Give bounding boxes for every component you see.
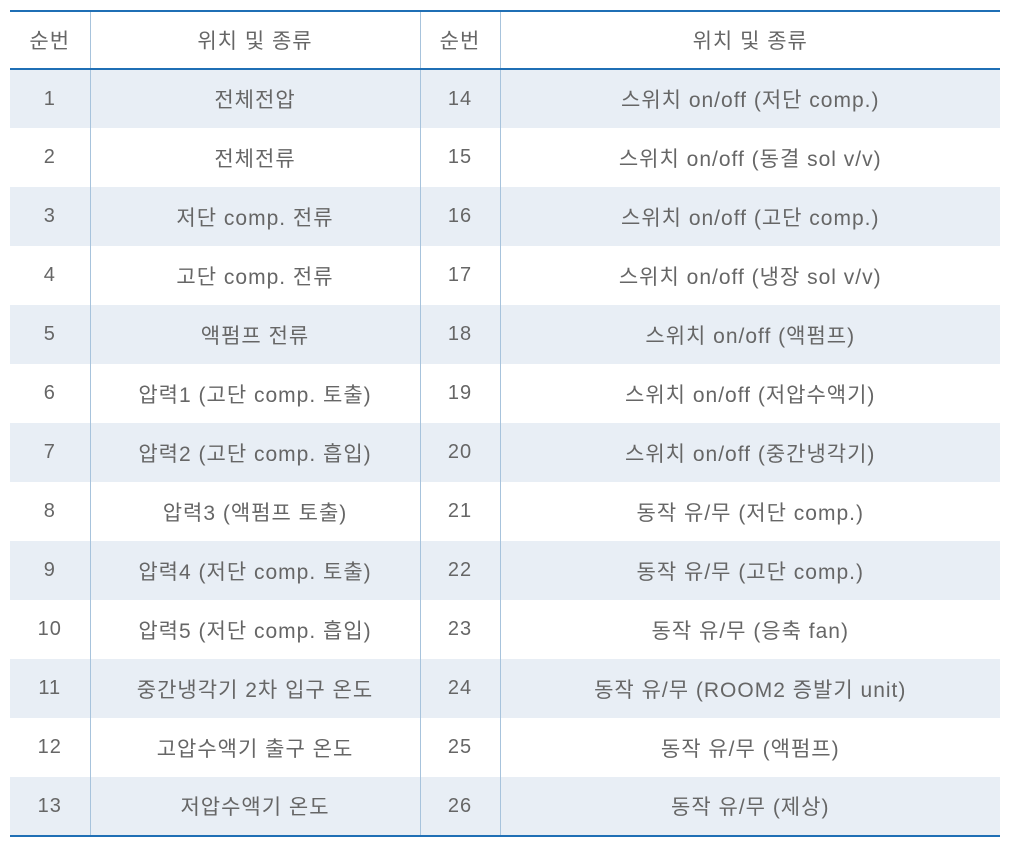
header-desc-2: 위치 및 종류 (500, 11, 1000, 69)
header-desc-1: 위치 및 종류 (90, 11, 420, 69)
row-num-2: 14 (420, 69, 500, 128)
row-num-2: 22 (420, 541, 500, 600)
table-row: 9압력4 (저단 comp. 토출)22동작 유/무 (고단 comp.) (10, 541, 1000, 600)
row-desc-1: 고압수액기 출구 온도 (90, 718, 420, 777)
table-header-row: 순번 위치 및 종류 순번 위치 및 종류 (10, 11, 1000, 69)
row-num-2: 21 (420, 482, 500, 541)
row-desc-1: 저압수액기 온도 (90, 777, 420, 836)
row-num-2: 24 (420, 659, 500, 718)
row-desc-2: 동작 유/무 (액펌프) (500, 718, 1000, 777)
row-num-1: 1 (10, 69, 90, 128)
row-desc-1: 고단 comp. 전류 (90, 246, 420, 305)
table-row: 2전체전류15스위치 on/off (동결 sol v/v) (10, 128, 1000, 187)
row-desc-2: 동작 유/무 (제상) (500, 777, 1000, 836)
row-desc-2: 스위치 on/off (중간냉각기) (500, 423, 1000, 482)
row-num-1: 4 (10, 246, 90, 305)
row-desc-2: 동작 유/무 (고단 comp.) (500, 541, 1000, 600)
row-num-1: 7 (10, 423, 90, 482)
table-row: 5액펌프 전류18스위치 on/off (액펌프) (10, 305, 1000, 364)
table-row: 6압력1 (고단 comp. 토출)19스위치 on/off (저압수액기) (10, 364, 1000, 423)
row-num-2: 15 (420, 128, 500, 187)
row-num-2: 23 (420, 600, 500, 659)
table-row: 1전체전압14스위치 on/off (저단 comp.) (10, 69, 1000, 128)
row-desc-1: 압력2 (고단 comp. 흡입) (90, 423, 420, 482)
table-row: 4고단 comp. 전류17스위치 on/off (냉장 sol v/v) (10, 246, 1000, 305)
row-desc-2: 동작 유/무 (응축 fan) (500, 600, 1000, 659)
row-desc-1: 압력5 (저단 comp. 흡입) (90, 600, 420, 659)
row-num-1: 6 (10, 364, 90, 423)
row-desc-1: 전체전압 (90, 69, 420, 128)
row-num-1: 11 (10, 659, 90, 718)
row-desc-2: 스위치 on/off (액펌프) (500, 305, 1000, 364)
row-desc-2: 동작 유/무 (ROOM2 증발기 unit) (500, 659, 1000, 718)
row-num-2: 16 (420, 187, 500, 246)
header-num-2: 순번 (420, 11, 500, 69)
table-row: 10압력5 (저단 comp. 흡입)23동작 유/무 (응축 fan) (10, 600, 1000, 659)
table-row: 8압력3 (액펌프 토출)21동작 유/무 (저단 comp.) (10, 482, 1000, 541)
row-num-2: 17 (420, 246, 500, 305)
sensor-table: 순번 위치 및 종류 순번 위치 및 종류 1전체전압14스위치 on/off … (10, 10, 1000, 837)
table-row: 11중간냉각기 2차 입구 온도24동작 유/무 (ROOM2 증발기 unit… (10, 659, 1000, 718)
row-desc-2: 스위치 on/off (동결 sol v/v) (500, 128, 1000, 187)
row-desc-1: 압력4 (저단 comp. 토출) (90, 541, 420, 600)
row-desc-1: 압력3 (액펌프 토출) (90, 482, 420, 541)
row-desc-1: 압력1 (고단 comp. 토출) (90, 364, 420, 423)
table-row: 3저단 comp. 전류16스위치 on/off (고단 comp.) (10, 187, 1000, 246)
row-desc-2: 스위치 on/off (저압수액기) (500, 364, 1000, 423)
row-desc-2: 동작 유/무 (저단 comp.) (500, 482, 1000, 541)
row-desc-2: 스위치 on/off (고단 comp.) (500, 187, 1000, 246)
row-num-2: 18 (420, 305, 500, 364)
row-num-1: 3 (10, 187, 90, 246)
row-num-1: 8 (10, 482, 90, 541)
row-num-1: 13 (10, 777, 90, 836)
table-row: 12고압수액기 출구 온도25동작 유/무 (액펌프) (10, 718, 1000, 777)
row-desc-2: 스위치 on/off (냉장 sol v/v) (500, 246, 1000, 305)
table-row: 7압력2 (고단 comp. 흡입)20스위치 on/off (중간냉각기) (10, 423, 1000, 482)
row-num-2: 20 (420, 423, 500, 482)
row-desc-1: 전체전류 (90, 128, 420, 187)
row-desc-1: 액펌프 전류 (90, 305, 420, 364)
row-num-1: 12 (10, 718, 90, 777)
table-body: 1전체전압14스위치 on/off (저단 comp.)2전체전류15스위치 o… (10, 69, 1000, 836)
row-num-1: 2 (10, 128, 90, 187)
row-num-1: 9 (10, 541, 90, 600)
row-desc-2: 스위치 on/off (저단 comp.) (500, 69, 1000, 128)
row-num-1: 5 (10, 305, 90, 364)
row-desc-1: 중간냉각기 2차 입구 온도 (90, 659, 420, 718)
row-num-2: 25 (420, 718, 500, 777)
row-desc-1: 저단 comp. 전류 (90, 187, 420, 246)
header-num-1: 순번 (10, 11, 90, 69)
row-num-1: 10 (10, 600, 90, 659)
row-num-2: 19 (420, 364, 500, 423)
row-num-2: 26 (420, 777, 500, 836)
table-row: 13저압수액기 온도26동작 유/무 (제상) (10, 777, 1000, 836)
